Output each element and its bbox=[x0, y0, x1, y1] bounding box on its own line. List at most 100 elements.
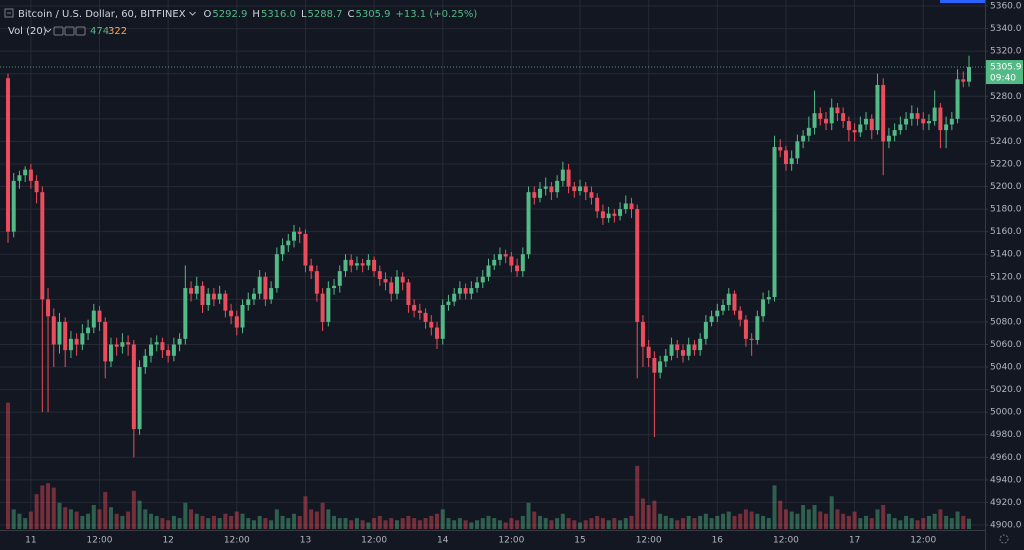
candle-body bbox=[812, 113, 817, 128]
candle-body bbox=[761, 299, 766, 317]
volume-value: 474 bbox=[90, 26, 109, 37]
candle-body bbox=[589, 192, 594, 198]
y-tick-label: 5340.0 bbox=[990, 24, 1022, 34]
y-tick-label: 5160.0 bbox=[990, 227, 1022, 237]
x-tick-label: 13 bbox=[300, 536, 311, 546]
volume-bar bbox=[446, 518, 451, 529]
volume-bar bbox=[343, 518, 348, 529]
candle-body bbox=[475, 282, 480, 289]
y-tick-label: 5080.0 bbox=[990, 317, 1022, 327]
candle-body bbox=[349, 259, 354, 266]
volume-bar bbox=[600, 518, 605, 529]
volume-bar bbox=[658, 513, 663, 529]
candle-body bbox=[23, 169, 28, 176]
settings-gear[interactable] bbox=[999, 534, 1009, 544]
volume-bar bbox=[520, 515, 525, 529]
candle-body bbox=[726, 293, 731, 305]
candle-body bbox=[292, 231, 297, 241]
volume-bar bbox=[297, 515, 302, 529]
y-tick-label: 4980.0 bbox=[990, 430, 1022, 440]
hide-indicator-button[interactable] bbox=[53, 26, 64, 36]
candle-body bbox=[137, 367, 142, 430]
volume-bar bbox=[944, 515, 949, 529]
volume-bar bbox=[686, 515, 691, 529]
volume-bar bbox=[703, 513, 708, 529]
volume-bar bbox=[400, 518, 405, 529]
candle-body bbox=[394, 276, 399, 294]
candle-body bbox=[326, 288, 331, 322]
volume-bar bbox=[555, 518, 560, 529]
y-tick-label: 5280.0 bbox=[990, 92, 1022, 102]
volume-bar bbox=[898, 520, 903, 529]
volume-bar bbox=[909, 518, 914, 529]
y-tick-label: 5240.0 bbox=[990, 137, 1022, 147]
indicator-settings-button[interactable] bbox=[64, 26, 75, 36]
y-tick-label: 5100.0 bbox=[990, 295, 1022, 305]
volume-bar bbox=[778, 500, 783, 529]
last-price-label: 5305.9 bbox=[990, 63, 1022, 73]
x-tick-label: 12 bbox=[162, 536, 173, 546]
volume-bar bbox=[246, 518, 251, 529]
volume-bar bbox=[80, 515, 85, 529]
candle-body bbox=[635, 209, 640, 322]
volume-bar bbox=[818, 511, 823, 529]
candle-body bbox=[429, 321, 434, 328]
volume-bar bbox=[852, 511, 857, 529]
volume-bar bbox=[166, 520, 171, 529]
candle-body bbox=[297, 231, 302, 234]
volume-bar bbox=[286, 518, 291, 529]
volume-bar bbox=[269, 520, 274, 529]
legend-value: 5305.9 bbox=[356, 9, 391, 20]
volume-bar bbox=[383, 520, 388, 529]
x-tick-label: 17 bbox=[849, 536, 860, 546]
volume-bar bbox=[40, 485, 45, 529]
volume-bar bbox=[892, 518, 897, 529]
candle-body bbox=[503, 254, 508, 257]
legend-label: C bbox=[348, 9, 355, 20]
volume-bar bbox=[354, 518, 359, 529]
volume-bar bbox=[955, 511, 960, 529]
remove-indicator-button[interactable] bbox=[75, 26, 86, 36]
candle-body bbox=[921, 118, 926, 124]
volume-bar bbox=[669, 518, 674, 529]
volume-bar bbox=[812, 505, 817, 529]
volume-bar bbox=[320, 502, 325, 529]
volume-bar bbox=[606, 520, 611, 529]
volume-bar bbox=[332, 515, 337, 529]
candle-body bbox=[944, 124, 949, 131]
volume-bar bbox=[309, 509, 314, 529]
volume-bar bbox=[623, 518, 628, 529]
legend-label: O bbox=[204, 9, 212, 20]
candle-body bbox=[926, 121, 931, 124]
volume-bar bbox=[635, 465, 640, 529]
candle-body bbox=[898, 124, 903, 131]
volume-pane bbox=[6, 402, 971, 529]
candle-body bbox=[423, 312, 428, 322]
y-tick-label: 5200.0 bbox=[990, 182, 1022, 192]
volume-bar bbox=[761, 515, 766, 529]
symbol-dropdown[interactable] bbox=[189, 11, 196, 16]
candle-body bbox=[606, 213, 611, 219]
candle-body bbox=[274, 254, 279, 289]
y-tick-label: 5140.0 bbox=[990, 250, 1022, 260]
y-tick-label: 5180.0 bbox=[990, 205, 1022, 215]
volume-bar bbox=[412, 518, 417, 529]
indicator-dropdown[interactable] bbox=[44, 28, 52, 33]
y-tick-label: 5260.0 bbox=[990, 114, 1022, 124]
candle-body bbox=[915, 113, 920, 119]
volume-bar bbox=[177, 518, 182, 529]
candle-body bbox=[286, 240, 291, 246]
collapse-icon[interactable] bbox=[4, 8, 14, 18]
volume-bar bbox=[429, 515, 434, 529]
volume-bar bbox=[389, 518, 394, 529]
volume-bar bbox=[578, 522, 583, 529]
candle-body bbox=[354, 263, 359, 266]
volume-bar bbox=[126, 511, 131, 529]
candle-body bbox=[772, 147, 777, 298]
volume-bar bbox=[292, 513, 297, 529]
volume-bar bbox=[475, 520, 480, 529]
volume-bar bbox=[114, 513, 119, 529]
candle-body bbox=[549, 186, 554, 193]
volume-bar bbox=[223, 513, 228, 529]
candle-body bbox=[6, 78, 10, 232]
